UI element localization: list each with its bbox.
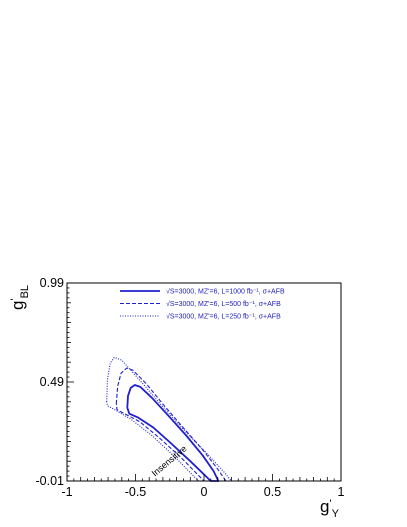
x-axis-title: g'Y (320, 497, 340, 520)
contour-series-1 (126, 384, 220, 482)
x-tick-label: -1 (61, 485, 72, 499)
y-tick-label: 0.49 (40, 375, 64, 389)
y-tick-label: 0.99 (40, 276, 64, 290)
y-axis-title: g'BL (8, 285, 31, 310)
tick-labels: -1 -0.5 0 0.5 1 -0.01 0.49 0.99 (36, 276, 345, 499)
contour-series-2 (115, 367, 227, 482)
legend-entry-3: √S=3000, MZ'=6, L=250 fb⁻¹, σ+AFB (166, 313, 281, 321)
x-tick-label: -0.5 (125, 485, 147, 499)
x-tick-label: 0.5 (264, 485, 281, 499)
legend-entry-1: √S=3000, MZ'=6, L=1000 fb⁻¹, σ+AFB (166, 288, 285, 296)
x-tick-label: 1 (338, 485, 345, 499)
legend-entry-2: √S=3000, MZ'=6, L=500 fb⁻¹, σ+AFB (166, 300, 281, 308)
legend: √S=3000, MZ'=6, L=1000 fb⁻¹, σ+AFB √S=300… (120, 288, 285, 321)
axis-ticks (66, 282, 342, 482)
x-tick-label: 0 (201, 485, 208, 499)
contour-curves (106, 356, 232, 482)
y-tick-label: -0.01 (36, 474, 65, 488)
